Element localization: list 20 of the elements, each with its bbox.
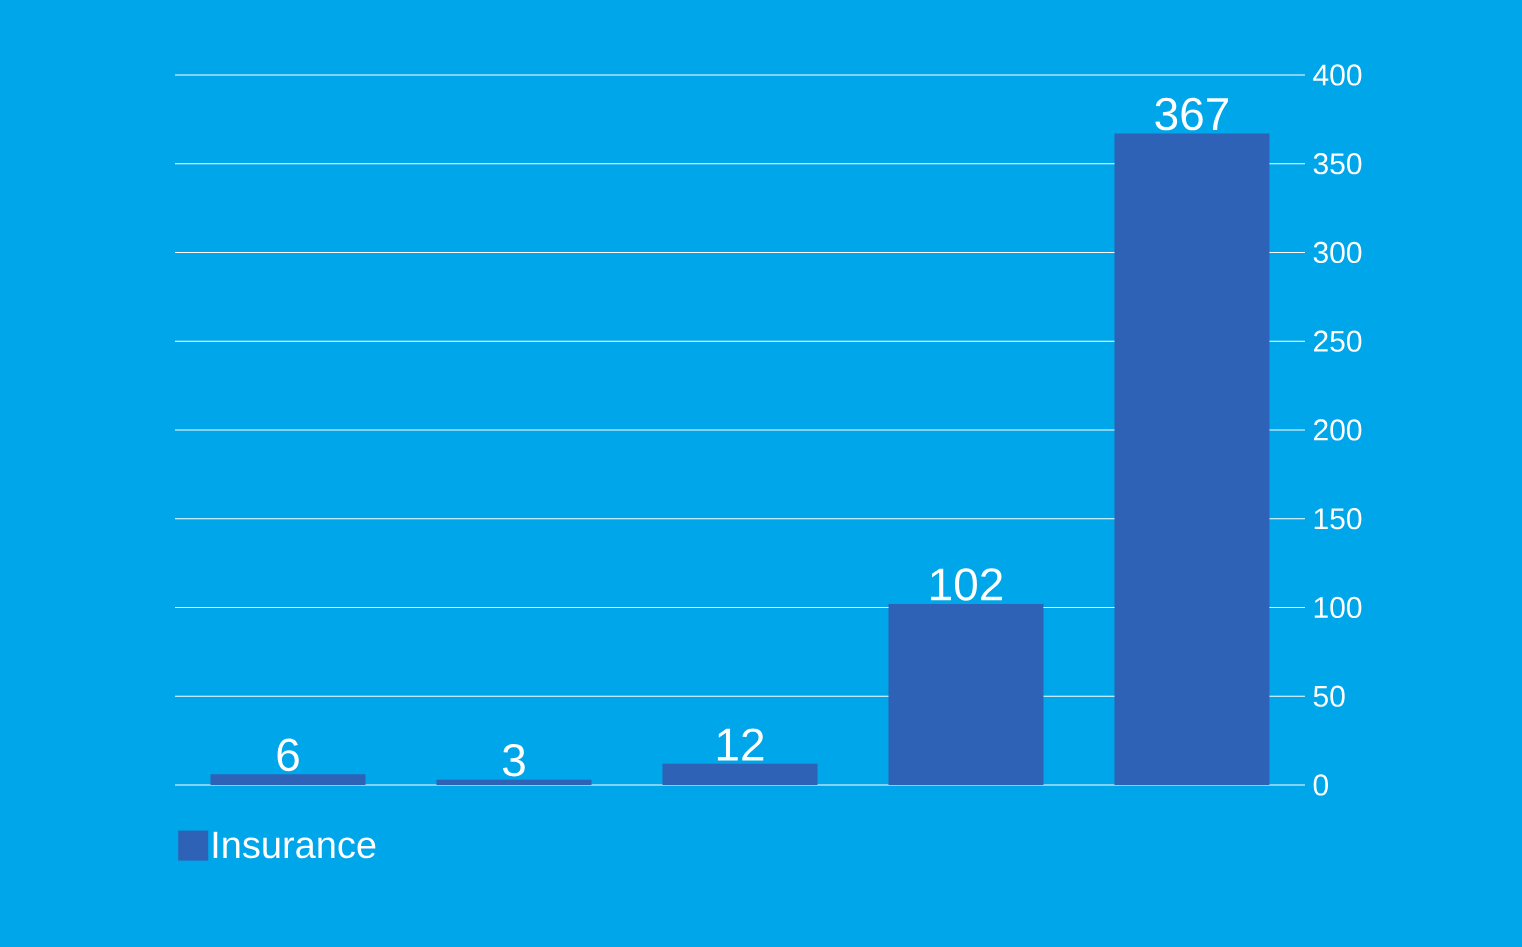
bar [662,763,818,785]
bar [210,774,366,785]
bar [436,779,592,785]
legend-label: Insurance [213,831,376,859]
y-tick-label: 250 [1314,330,1362,352]
y-tick-label: 300 [1313,241,1362,264]
y-tick-label: 50 [1313,685,1345,707]
bar [1114,133,1270,785]
data-label: 102 [931,568,1003,601]
data-label: 367 [1155,97,1229,131]
bar [888,603,1044,785]
data-label: 3 [502,743,525,777]
y-tick-label: 400 [1313,64,1362,86]
y-tick-label: 0 [1313,774,1328,796]
data-label: 6 [277,738,299,772]
y-tick-label: 350 [1313,153,1362,175]
data-label: 12 [717,728,764,761]
y-tick-label: 100 [1314,596,1362,619]
y-tick-label: 200 [1314,419,1362,441]
y-tick-label: 150 [1314,508,1362,530]
